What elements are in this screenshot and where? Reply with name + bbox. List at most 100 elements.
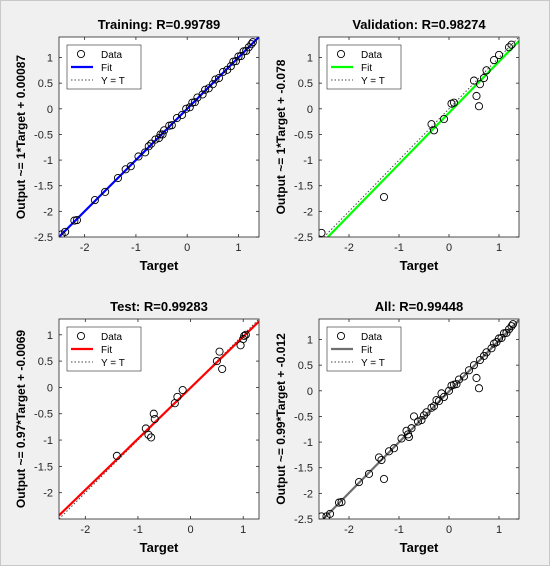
data-point (389, 444, 399, 453)
legend-label-identity: Y = T (101, 76, 125, 87)
y-tick-label: 0.5 (298, 78, 313, 90)
plot-content (319, 37, 519, 237)
data-point (237, 51, 246, 61)
data-point (409, 412, 419, 421)
chart-panel-2: -2 -1 0 1 -2.5 -2 -1.5 -1 -0.5 0 0.5 1 Data Fit Y = T V… (274, 17, 520, 273)
y-tick-label: 1 (307, 335, 313, 347)
data-point (464, 366, 474, 375)
data-point (413, 417, 423, 426)
fit-line (59, 37, 259, 237)
data-point (141, 148, 150, 157)
y-tick-label: -0.5 (34, 129, 53, 141)
data-point (173, 392, 182, 401)
y-tick-label: 0 (307, 386, 313, 398)
data-point (178, 110, 187, 119)
fit-line (321, 319, 519, 519)
data-point (182, 104, 191, 113)
y-tick-label: -2.5 (294, 232, 313, 244)
y-tick-label: -2 (43, 206, 53, 218)
y-tick-label: -1.5 (294, 181, 313, 193)
x-axis-label: Target (140, 540, 179, 555)
data-point (158, 130, 167, 139)
data-point (429, 126, 439, 135)
axes-box (318, 318, 520, 520)
plot-content (319, 319, 519, 519)
y-tick-label: -1 (303, 437, 313, 449)
x-axis-label: Target (400, 540, 439, 555)
y-tick-label: 1 (307, 53, 313, 65)
data-point (474, 384, 484, 393)
legend-label-identity: Y = T (361, 358, 385, 369)
legend-label-fit: Fit (361, 345, 372, 356)
data-point (218, 364, 227, 374)
data-point (219, 67, 228, 76)
y-tick-label: -1.5 (34, 181, 53, 193)
data-point (364, 469, 374, 478)
y-axis-label: Output ~= 0.97*Target + -0.0069 (14, 330, 28, 509)
y-axis-label: Output ~= 0.99*Target + -0.012 (274, 333, 288, 505)
data-point (482, 348, 491, 357)
data-point (190, 98, 199, 107)
data-point (144, 430, 153, 439)
x-tick-label: -2 (80, 524, 90, 536)
data-point (215, 347, 224, 356)
y-tick-label: -1.5 (34, 461, 53, 473)
data-point (507, 322, 516, 331)
y-tick-label: -1 (43, 155, 53, 167)
y-tick-label: -1 (43, 435, 53, 447)
data-point (475, 80, 485, 89)
data-point (325, 509, 335, 518)
x-axis-label: Target (400, 258, 439, 273)
legend-label-data: Data (361, 50, 383, 61)
x-tick-label: -2 (344, 242, 354, 254)
data-point (354, 478, 364, 487)
data-point (439, 115, 449, 124)
data-point (337, 498, 346, 507)
legend-data-marker (76, 49, 86, 59)
data-point (90, 196, 99, 205)
data-point (241, 330, 250, 339)
chart-panel-1: -2 -1 0 1 -2.5 -2 -1.5 -1 -0.5 0 0.5 1 Data Fit Y = T T… (14, 17, 260, 273)
data-point (449, 98, 459, 107)
data-point (482, 66, 491, 75)
data-point (504, 43, 514, 52)
axes-box (318, 36, 520, 238)
data-point (226, 62, 235, 71)
data-point (167, 121, 176, 130)
y-tick-label: -2 (303, 488, 313, 500)
x-tick-label: -2 (80, 242, 90, 254)
data-point (439, 392, 449, 401)
chart-panel-4: -2 -1 0 1 -2.5 -2 -1.5 -1 -0.5 0 0.5 1 Data Fit Y = T A… (274, 299, 520, 555)
chart-title: Validation: R=0.98274 (352, 17, 486, 32)
data-point (149, 409, 158, 418)
plot-content (59, 37, 259, 237)
x-tick-label: 0 (188, 524, 194, 536)
y-tick-label: -0.5 (294, 129, 313, 141)
data-point (147, 139, 156, 148)
x-tick-label: 0 (446, 242, 452, 254)
data-point (397, 434, 406, 443)
data-point (508, 320, 518, 329)
data-point (452, 380, 461, 389)
fit-line (326, 40, 519, 237)
data-point (379, 474, 389, 484)
data-point (469, 361, 479, 370)
data-point (497, 333, 506, 343)
x-tick-label: -1 (394, 242, 404, 254)
data-point (178, 386, 187, 395)
legend-data-marker (336, 331, 346, 341)
data-point (407, 424, 416, 433)
y-tick-label: -2.5 (294, 514, 313, 526)
data-point (494, 50, 504, 59)
data-point (208, 80, 217, 89)
y-tick-label: -2 (43, 488, 53, 500)
y-tick-label: 0 (47, 104, 53, 116)
plot-content (59, 319, 259, 519)
data-point (319, 228, 326, 237)
data-point (147, 433, 156, 442)
data-point (489, 56, 499, 65)
data-point (72, 216, 81, 225)
y-tick-label: 0 (47, 382, 53, 394)
data-point (231, 57, 240, 66)
